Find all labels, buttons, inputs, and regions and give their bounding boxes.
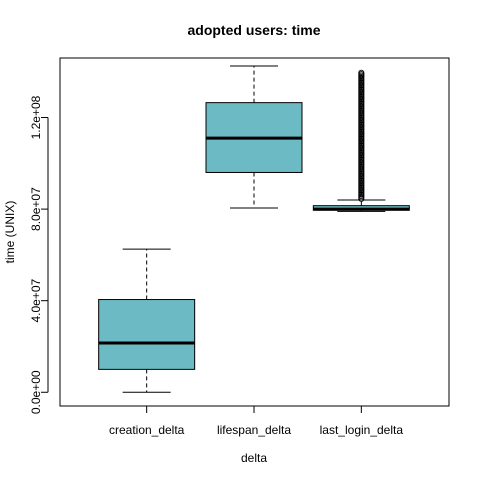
- y-tick-label: 8.0e+07: [29, 187, 43, 231]
- x-tick-label: lifespan_delta: [217, 423, 291, 437]
- box-lifespan_delta: [205, 65, 303, 209]
- chart-title: adopted users: time: [187, 22, 320, 38]
- box-group: [98, 65, 410, 393]
- x-tick-label: last_login_delta: [320, 423, 404, 437]
- y-axis: 0.0e+00 4.0e+07 8.0e+07 1.2e+08: [29, 95, 49, 414]
- y-tick-label: 1.2e+08: [29, 95, 43, 139]
- box-last_login_delta: [312, 69, 410, 212]
- box-creation_delta: [98, 248, 196, 393]
- y-axis-label: time (UNIX): [3, 201, 17, 264]
- x-axis: creation_delta lifespan_delta last_login_d…: [109, 405, 404, 437]
- iqr-box: [98, 299, 196, 370]
- outlier-point: [358, 69, 365, 76]
- outlier-points: [358, 69, 365, 202]
- y-tick-label: 0.0e+00: [29, 370, 43, 414]
- x-tick-label: creation_delta: [109, 423, 185, 437]
- y-tick-label: 4.0e+07: [29, 279, 43, 323]
- x-axis-label: delta: [241, 451, 267, 465]
